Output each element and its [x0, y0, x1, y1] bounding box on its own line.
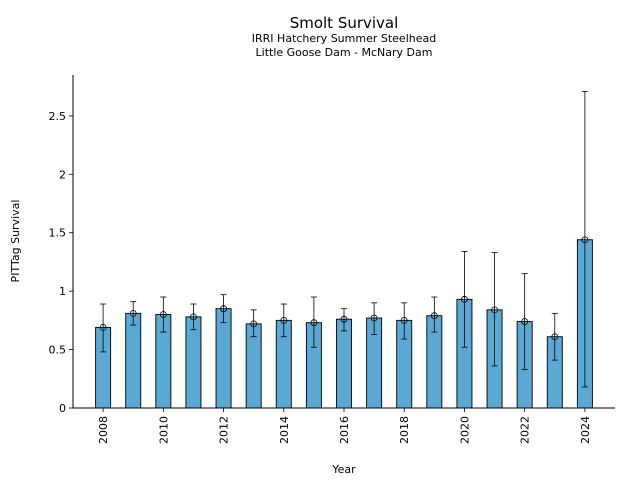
x-tick-label-0: 2008: [97, 416, 110, 444]
y-tick-label-4: 2: [59, 168, 66, 181]
x-tick-label-3: 2014: [278, 416, 291, 444]
marker-2017: [370, 314, 378, 322]
bars-group: [95, 239, 593, 409]
chart-subtitle-line-1: IRRI Hatchery Summer Steelhead: [252, 32, 436, 45]
x-tick-label-7: 2022: [519, 416, 532, 444]
marker-2021: [491, 306, 498, 314]
marker-2019: [430, 312, 438, 320]
y-tick-label-1: 0.5: [49, 344, 67, 357]
x-tick-label-8: 2024: [579, 416, 592, 444]
chart-subtitle-line-2: Little Goose Dam - McNary Dam: [256, 46, 433, 59]
chart-title: Smolt Survival: [290, 14, 399, 32]
y-tick-label-5: 2.5: [49, 110, 67, 123]
x-axis-label: Year: [331, 463, 356, 476]
y-ticks-group: 0 0.5 1 1.5 2 2.5: [49, 110, 73, 415]
marker-2013: [250, 320, 258, 328]
y-axis-label: PITTag Survival: [9, 200, 22, 283]
marker-2012: [220, 305, 227, 313]
x-tick-label-5: 2018: [398, 416, 411, 444]
marker-2010: [159, 311, 167, 318]
bar-2011: [185, 316, 202, 409]
bar-2016: [336, 318, 352, 409]
bar-2009: [125, 312, 142, 409]
marker-2014: [280, 316, 288, 324]
marker-2011: [190, 313, 197, 321]
marker-2008: [99, 323, 107, 331]
y-tick-label-0: 0: [59, 402, 66, 415]
x-ticks-group: 2008 2010 2012 2014 2016 2018 2020 2022 2024: [97, 408, 592, 444]
marker-2009: [129, 309, 137, 317]
marker-2016: [340, 315, 348, 323]
bar-2012: [215, 308, 232, 409]
marker-2023: [551, 333, 559, 341]
y-tick-label-3: 1.5: [49, 227, 67, 240]
marker-2015: [310, 319, 318, 327]
x-tick-label-4: 2016: [338, 416, 351, 444]
marker-2022: [521, 318, 529, 325]
y-tick-label-2: 1: [59, 285, 66, 298]
markers-group: [99, 236, 589, 341]
x-tick-label-6: 2020: [458, 416, 471, 444]
marker-2020: [461, 295, 468, 303]
x-tick-label-2: 2012: [218, 416, 231, 444]
marker-2018: [400, 316, 408, 324]
x-tick-label-1: 2010: [157, 416, 170, 444]
error-bars-group: [100, 90, 588, 388]
marker-2024: [581, 236, 589, 244]
